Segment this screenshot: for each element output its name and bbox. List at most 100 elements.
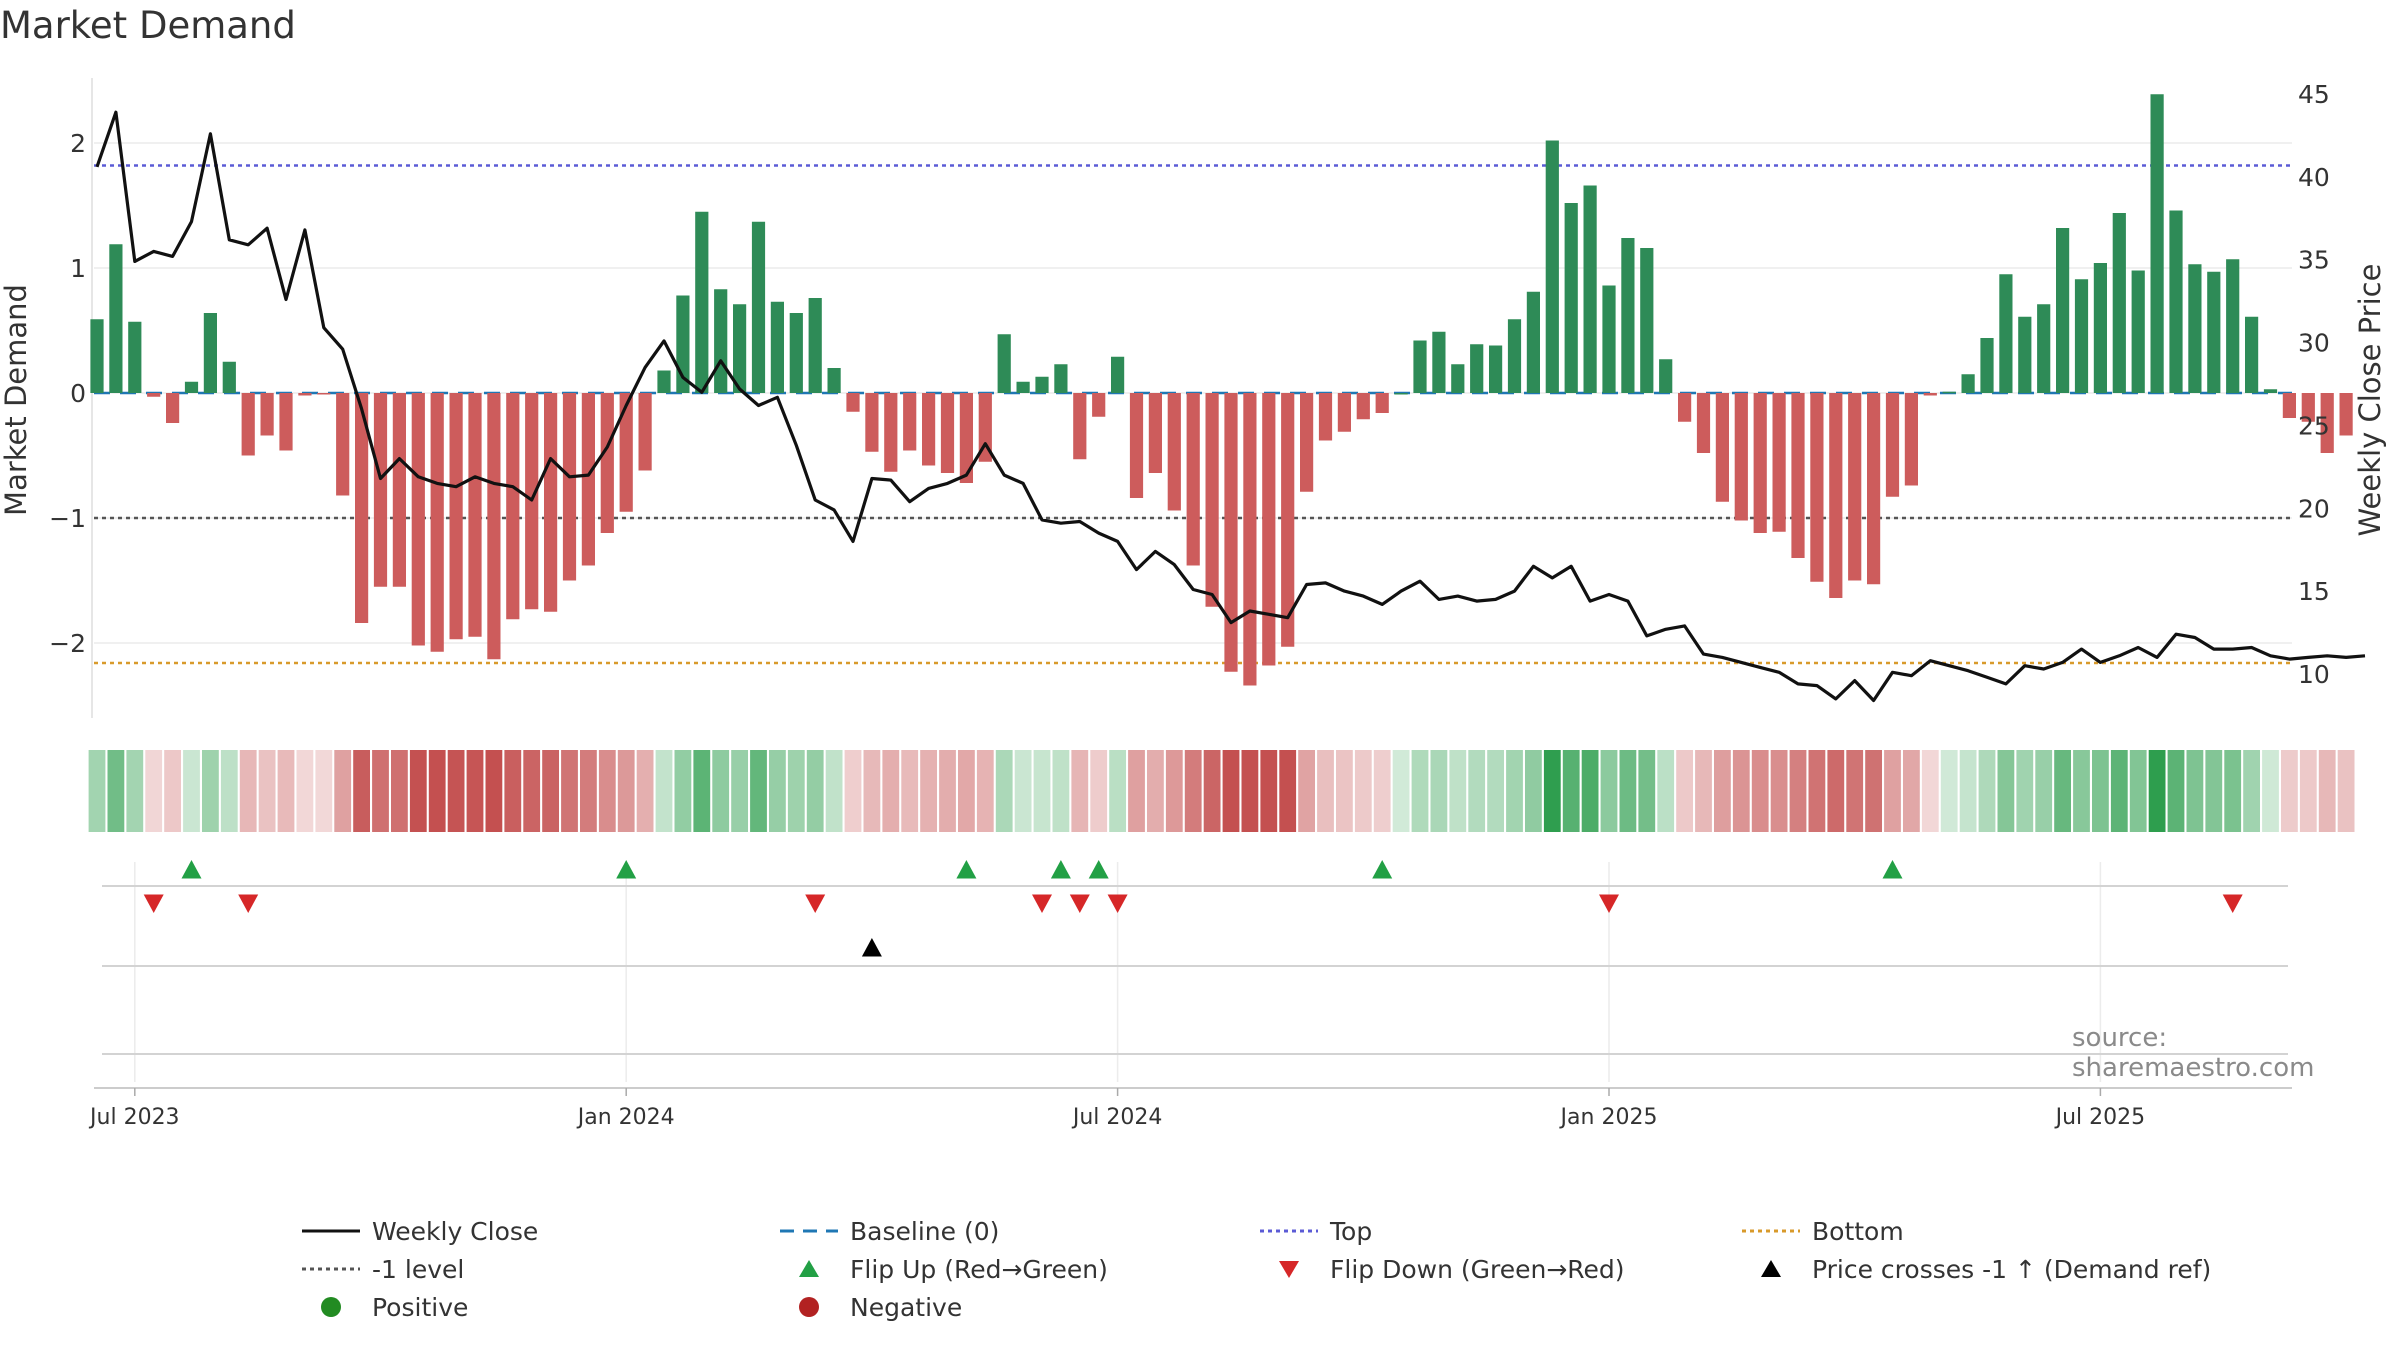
demand-bar xyxy=(1129,393,1144,498)
heat-strip-cell xyxy=(1468,750,1486,832)
heat-strip-cell xyxy=(1543,750,1561,832)
legend-label: Flip Down (Green→Red) xyxy=(1330,1254,1625,1284)
demand-bar xyxy=(1413,340,1427,393)
demand-bar xyxy=(2263,389,2278,393)
heat-strip-cell xyxy=(750,750,767,832)
heat-strip-cell xyxy=(1865,750,1882,832)
flip-down-marker xyxy=(238,894,259,913)
demand-bar xyxy=(903,393,917,451)
demand-bar xyxy=(1904,393,1918,486)
heat-strip-cell xyxy=(580,750,597,832)
demand-bar xyxy=(1507,319,1522,393)
heat-strip-cell xyxy=(183,750,200,832)
demand-bar xyxy=(2074,279,2089,393)
heat-strip-cell xyxy=(787,750,805,832)
demand-bar xyxy=(2112,213,2126,393)
y-axis-title: Market Demand xyxy=(0,284,33,516)
heat-strip-cell xyxy=(693,750,711,832)
demand-bar xyxy=(1394,393,1408,395)
heat-strip-cell xyxy=(958,750,975,832)
heat-strip-cell xyxy=(1279,750,1297,832)
heat-strip-cell xyxy=(2054,750,2071,832)
heat-strip-cell xyxy=(2243,750,2260,832)
heat-strip-cell xyxy=(466,750,484,832)
heat-strip-cell xyxy=(1676,750,1693,832)
demand-bar xyxy=(2226,259,2240,393)
heat-strip-cell xyxy=(1147,750,1164,832)
source-credit[interactable]: source: sharemaestro.com xyxy=(2072,1023,2315,1083)
y2-tick-label: 45 xyxy=(2298,80,2330,109)
heat-strip-cell xyxy=(731,750,748,832)
demand-bar xyxy=(714,289,728,393)
flip-down-marker xyxy=(1032,894,1052,913)
heat-strip-cell xyxy=(1657,750,1675,832)
heat-strip-cell xyxy=(1165,750,1183,832)
heat-strip-cell xyxy=(825,750,843,832)
legend-symbol-line-dot xyxy=(1258,1212,1320,1250)
weekly-close-layer xyxy=(95,110,2366,703)
flip-up-marker xyxy=(616,860,637,879)
heat-strip-cell xyxy=(712,750,730,832)
demand-bar xyxy=(827,368,841,393)
demand-bar xyxy=(562,393,577,581)
heat-strip-cell xyxy=(334,750,352,832)
heat-strip-cell xyxy=(1449,750,1467,832)
heat-strip-cell xyxy=(1714,750,1731,832)
heat-strip-cell xyxy=(1827,750,1845,832)
heat-strip-cell xyxy=(1808,750,1826,832)
legend-item-flip_up: Flip Up (Red→Green) xyxy=(778,1250,1108,1288)
demand-bar xyxy=(1602,285,1616,393)
demand-bar xyxy=(619,393,633,512)
heat-strip-cell xyxy=(1525,750,1542,832)
heat-strip-cell xyxy=(202,750,219,832)
heat-strip-cell xyxy=(1317,750,1334,832)
legend-item-cross: Price crosses -1 ↑ (Demand ref) xyxy=(1740,1250,2211,1288)
y2-tick-label: 25 xyxy=(2298,411,2330,440)
heat-strip-cell xyxy=(1071,750,1089,832)
heat-strip-cell xyxy=(1014,750,1032,832)
heat-strip-cell xyxy=(655,750,673,832)
demand-bar xyxy=(733,304,747,393)
demand-bar xyxy=(1470,344,1484,393)
legend-symbol-tri-down xyxy=(1258,1250,1320,1288)
heat-strip-cell xyxy=(1392,750,1410,832)
signal-markers-layer xyxy=(143,860,2243,957)
x-tick-label: Jul 2024 xyxy=(1071,1105,1163,1130)
demand-bar xyxy=(1867,393,1881,585)
heat-strip-cell xyxy=(1940,750,1958,832)
y2-tick-label: 30 xyxy=(2298,329,2330,358)
y-tick-label: −1 xyxy=(49,504,86,533)
demand-bar xyxy=(544,393,558,612)
heat-strip-cell xyxy=(2337,750,2355,832)
demand-bar xyxy=(468,393,482,637)
demand-bar xyxy=(411,393,425,646)
heat-strip-cell xyxy=(1959,750,1977,832)
demand-bar xyxy=(1111,356,1125,393)
heat-strip-cell xyxy=(1052,750,1070,832)
demand-bar xyxy=(959,393,973,483)
heat-strip-cell xyxy=(2224,750,2242,832)
demand-bar xyxy=(1772,393,1786,532)
heat-strip-cell xyxy=(1128,750,1145,832)
tick-labels-layer: −2 −1 0 1 2 10 15 20 25 30 35 40 45 Market Demand Week… xyxy=(0,80,2387,1130)
demand-bar xyxy=(166,393,180,423)
heat-strip-cell xyxy=(920,750,937,832)
legend-label: Bottom xyxy=(1812,1216,1904,1246)
demand-bar xyxy=(241,393,255,456)
heat-strip-cell xyxy=(2110,750,2128,832)
demand-bar xyxy=(1432,331,1446,393)
heat-strip-cell xyxy=(88,750,106,832)
legend-label: Top xyxy=(1330,1216,1373,1246)
heat-strip-cell xyxy=(372,750,389,832)
demand-bar xyxy=(922,393,936,466)
demand-bar xyxy=(884,393,898,472)
demand-bar xyxy=(2188,264,2202,393)
demand-bar xyxy=(940,393,955,473)
heat-strip-cell xyxy=(447,750,465,832)
demand-bar xyxy=(1167,393,1181,511)
demand-bar xyxy=(2301,393,2315,422)
y2-tick-label: 10 xyxy=(2298,660,2330,689)
heat-strip-cell xyxy=(353,750,370,832)
legend-label: -1 level xyxy=(372,1254,465,1284)
legend-item-positive: Positive xyxy=(300,1288,468,1326)
